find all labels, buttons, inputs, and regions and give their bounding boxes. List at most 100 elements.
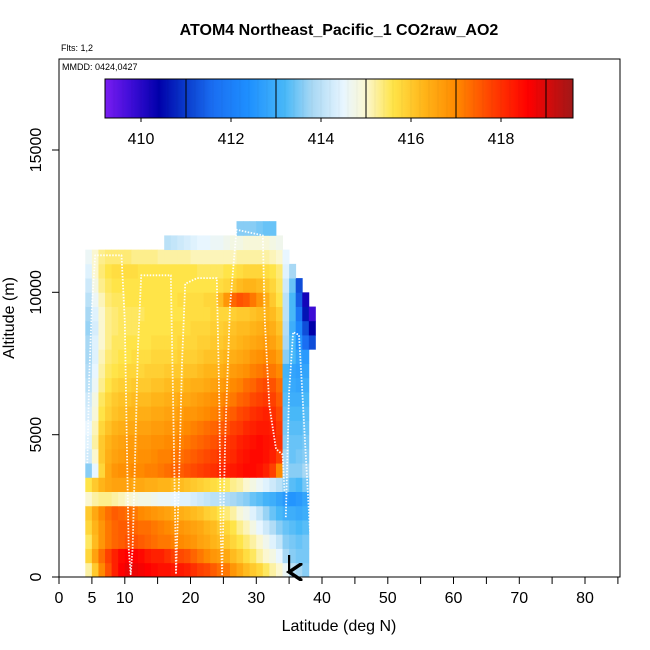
heatmap-cell xyxy=(203,349,211,364)
heatmap-cell xyxy=(236,448,244,464)
heatmap-cell xyxy=(170,406,178,421)
heatmap-cell xyxy=(157,548,165,564)
heatmap-cell xyxy=(91,335,99,350)
heatmap-cell xyxy=(229,363,237,379)
heatmap-cell xyxy=(105,562,112,577)
heatmap-cell xyxy=(85,306,93,322)
heatmap-cell xyxy=(269,406,277,421)
heatmap-cell xyxy=(98,249,106,265)
heatmap-cell xyxy=(216,249,224,265)
heatmap-cell xyxy=(262,235,270,251)
heatmap-cell xyxy=(256,448,264,464)
x-tick-label: 70 xyxy=(510,590,528,607)
heatmap-cell xyxy=(151,406,159,421)
heatmap-cell xyxy=(164,406,172,421)
heatmap-cell xyxy=(295,349,303,364)
heatmap-cell xyxy=(190,349,198,364)
heatmap-cell xyxy=(183,263,191,279)
heatmap-cell xyxy=(177,520,185,535)
heatmap-cell xyxy=(105,249,112,265)
heatmap-cell xyxy=(289,320,297,336)
heatmap-cell xyxy=(262,406,270,421)
heatmap-cell xyxy=(118,477,126,492)
heatmap-cell xyxy=(275,434,283,450)
heatmap-cell xyxy=(269,263,277,279)
heatmap-cell xyxy=(91,448,99,464)
heatmap-cell xyxy=(98,363,106,379)
heatmap-cell xyxy=(197,235,205,251)
heatmap-cell xyxy=(308,320,316,336)
x-tick-label: 80 xyxy=(576,590,594,607)
heatmap-cell xyxy=(289,463,297,478)
heatmap-cell xyxy=(216,306,224,322)
heatmap-cell xyxy=(137,391,145,407)
heatmap-cell xyxy=(124,349,132,364)
heatmap-cell xyxy=(105,335,112,350)
heatmap-cell xyxy=(302,406,310,421)
heatmap-cell xyxy=(157,377,165,393)
heatmap-cell xyxy=(223,463,231,478)
chart-title: ATOM4 Northeast_Pacific_1 CO2raw_AO2 xyxy=(180,22,499,39)
heatmap-cell xyxy=(157,249,165,265)
heatmap-cell xyxy=(249,335,257,350)
heatmap-cell xyxy=(256,306,264,322)
heatmap-cell xyxy=(269,534,277,549)
heatmap-cell xyxy=(289,505,297,521)
heatmap-cell xyxy=(197,363,205,379)
heatmap-cell xyxy=(197,292,205,307)
heatmap-cell xyxy=(151,349,159,364)
colorbar-gradient xyxy=(104,78,574,119)
heatmap-cell xyxy=(236,335,244,350)
heatmap-cell xyxy=(131,263,139,279)
heatmap-cell xyxy=(210,278,218,293)
heatmap-cell xyxy=(203,463,211,478)
heatmap-cell xyxy=(203,534,211,549)
heatmap-cell xyxy=(131,391,139,407)
heatmap-cell xyxy=(302,434,310,450)
heatmap-cell xyxy=(256,278,264,293)
heatmap-cell xyxy=(124,420,132,436)
heatmap-cell xyxy=(229,434,237,450)
heatmap-cell xyxy=(262,249,270,265)
colorbar-divisions xyxy=(113,79,574,118)
heatmap-cell xyxy=(295,278,303,293)
heatmap-cell xyxy=(85,263,93,279)
heatmap-cell xyxy=(282,306,290,322)
heatmap-cell xyxy=(262,434,270,450)
heatmap-cell xyxy=(124,335,132,350)
heatmap-cell xyxy=(190,534,198,549)
heatmap-cell xyxy=(269,548,277,564)
heatmap-cell xyxy=(262,491,270,507)
heatmap-cell xyxy=(203,505,211,521)
heatmap-cell xyxy=(157,306,165,322)
heatmap-cell xyxy=(144,505,152,521)
flight-2-profile xyxy=(284,331,314,575)
heatmap-cell xyxy=(111,562,119,577)
heatmap-cell xyxy=(91,278,99,293)
heatmap-cell xyxy=(289,448,297,464)
heatmap-cell xyxy=(177,434,185,450)
heatmap-cell xyxy=(85,406,93,421)
x-axis-label: Latitude (deg N) xyxy=(282,618,397,635)
heatmap-cell xyxy=(137,562,145,577)
heatmap-cell xyxy=(190,520,198,535)
heatmap-cell xyxy=(183,491,191,507)
heatmap-cell xyxy=(223,335,231,350)
heatmap-cell xyxy=(295,562,303,577)
heatmap-cell xyxy=(177,263,185,279)
heatmap-cell xyxy=(98,278,106,293)
heatmap-cell xyxy=(183,377,191,393)
heatmap-cell xyxy=(275,278,283,293)
heatmap-cell xyxy=(236,548,244,564)
heatmap-cell xyxy=(269,377,277,393)
heatmap-cell xyxy=(157,263,165,279)
heatmap-cell xyxy=(157,477,165,492)
heatmap-cell xyxy=(197,463,205,478)
heatmap-cell xyxy=(111,434,119,450)
heatmap-cell xyxy=(118,363,126,379)
heatmap-cell xyxy=(183,434,191,450)
heatmap-cell xyxy=(210,505,218,521)
heatmap-cell xyxy=(131,363,139,379)
heatmap-cell xyxy=(105,520,112,535)
heatmap-cell xyxy=(177,278,185,293)
